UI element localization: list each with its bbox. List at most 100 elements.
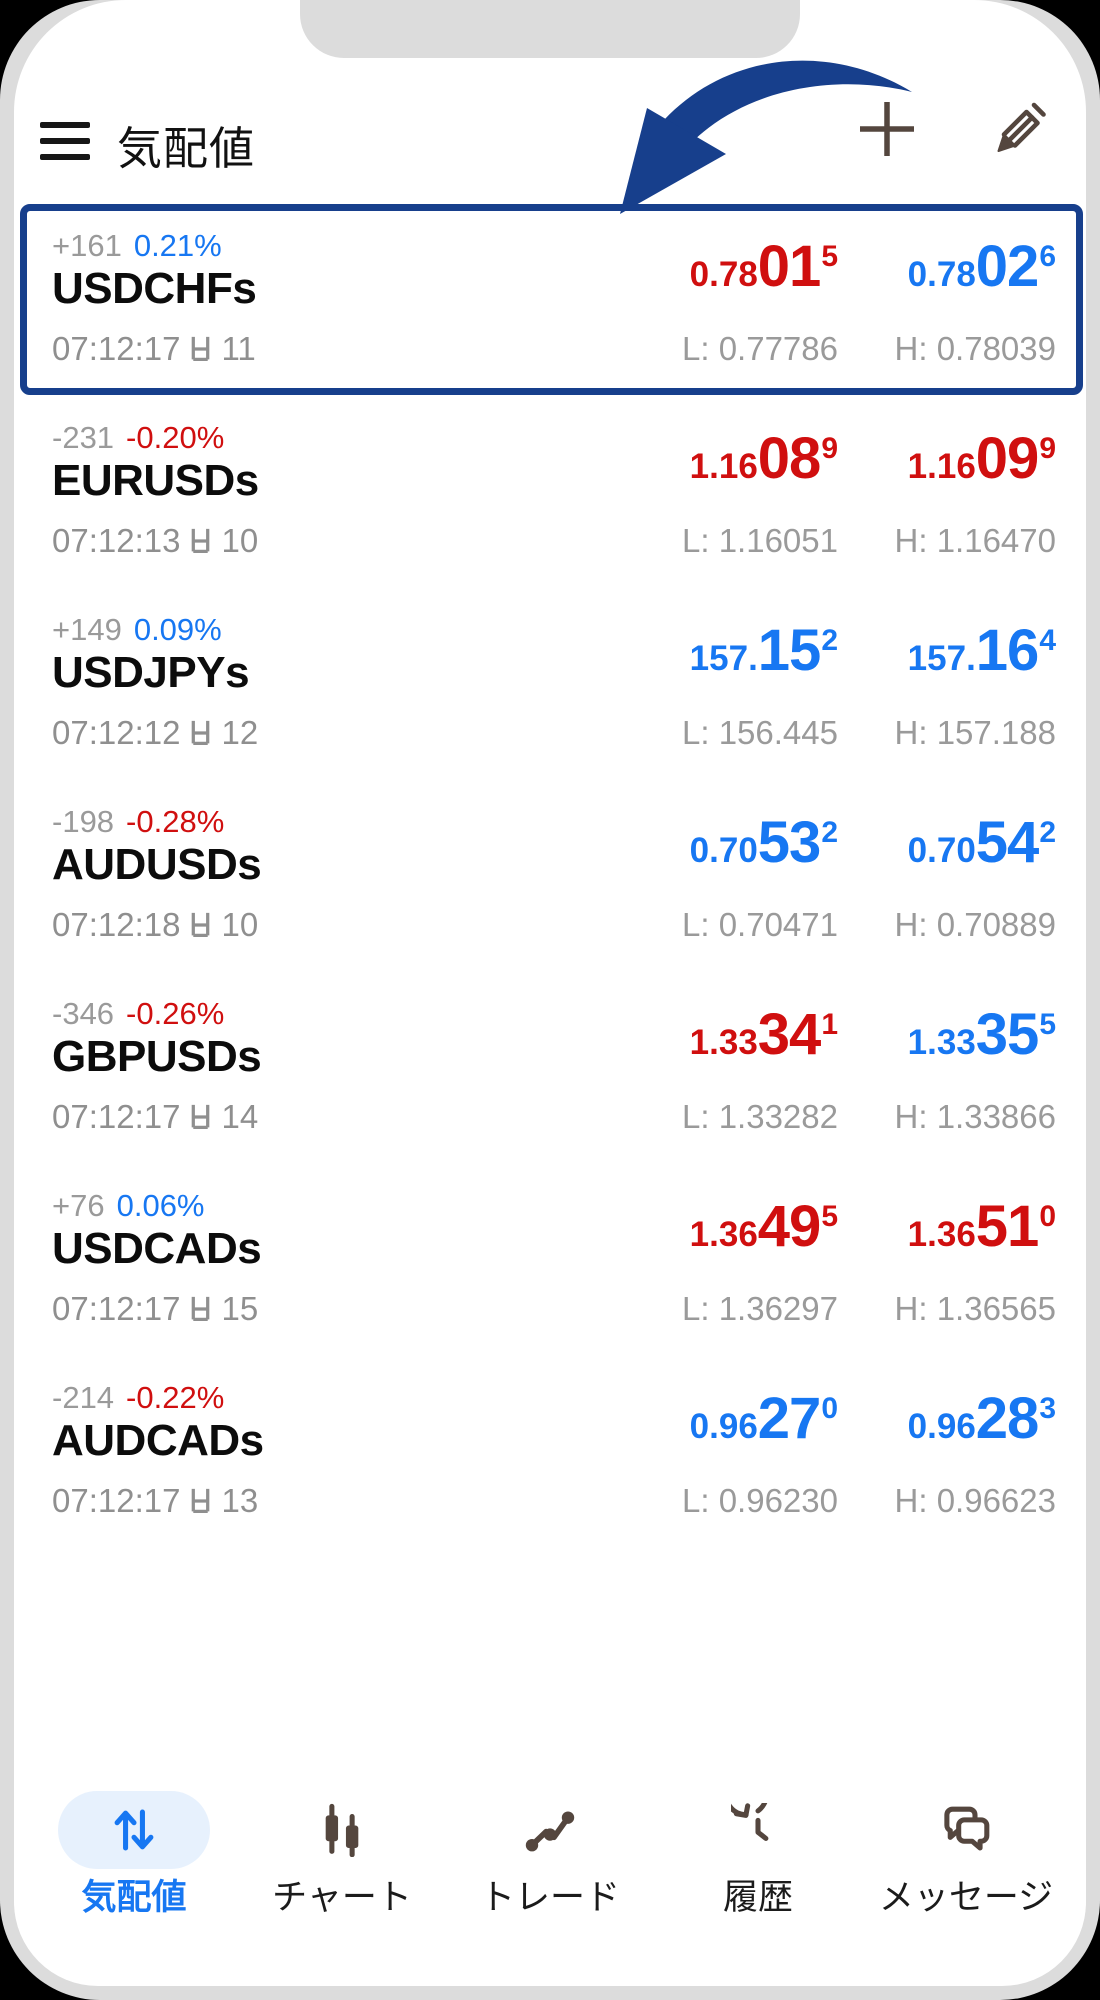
ask-main-digits: 35 xyxy=(975,1002,1040,1067)
change-points: +76 xyxy=(52,1188,105,1223)
bid-price: 0.96270 xyxy=(636,1390,838,1448)
tab-messages[interactable]: メッセージ xyxy=(862,1782,1070,1932)
ask-pip-digit: 9 xyxy=(1039,432,1056,465)
ask-pip-digit: 4 xyxy=(1039,624,1056,657)
bid-pip-digit: 5 xyxy=(821,240,838,273)
menu-icon[interactable] xyxy=(40,122,90,160)
spread-value: 14 xyxy=(221,1098,259,1135)
quote-row[interactable]: +76 0.06% USDCADs 07:12:17 15 1.36495 1.3… xyxy=(14,1164,1086,1356)
quote-time: 07:12:17 xyxy=(52,1290,181,1327)
active-tab-pill xyxy=(58,1791,210,1869)
quote-row[interactable]: -198 -0.28% AUDUSDs 07:12:18 10 0.70532 0… xyxy=(14,780,1086,972)
tab-quotes[interactable]: 気配値 xyxy=(30,1782,238,1932)
ask-price: 0.70542 xyxy=(854,814,1056,872)
spread-value: 10 xyxy=(221,906,259,943)
change-points: +149 xyxy=(52,612,122,647)
bid-main-digits: 53 xyxy=(757,810,822,875)
bid-pip-digit: 2 xyxy=(821,816,838,849)
quote-row[interactable]: +149 0.09% USDJPYs 07:12:12 12 157.152 15… xyxy=(14,588,1086,780)
bid-price: 1.33341 xyxy=(636,1006,838,1064)
change-points: -346 xyxy=(52,996,115,1031)
quote-row[interactable]: -346 -0.26% GBPUSDs 07:12:17 14 1.33341 1… xyxy=(14,972,1086,1164)
spread-icon xyxy=(192,336,210,362)
symbol-name: USDCHFs xyxy=(52,264,257,313)
tab-history[interactable]: 履歴 xyxy=(654,1782,862,1932)
ask-main-digits: 16 xyxy=(975,618,1040,683)
change-line: -231 -0.20% xyxy=(52,422,224,453)
change-percent: 0.21% xyxy=(133,228,222,263)
edit-icon[interactable] xyxy=(988,98,1050,160)
trade-icon xyxy=(525,1811,575,1852)
high-value: H: 0.96623 xyxy=(894,1482,1056,1519)
history-icon xyxy=(731,1803,769,1841)
change-line: -346 -0.26% xyxy=(52,998,224,1029)
low-high-line: L: 1.36297 H: 1.36565 xyxy=(636,1292,1056,1325)
price-line: 0.70532 0.70542 xyxy=(636,814,1056,872)
spread-icon xyxy=(192,1488,210,1514)
low-high-line: L: 0.96230 H: 0.96623 xyxy=(636,1484,1056,1517)
tab-charts[interactable]: チャート xyxy=(238,1782,446,1932)
time-spread-line: 07:12:17 14 xyxy=(52,1100,258,1133)
spread-value: 12 xyxy=(221,714,259,751)
price-line: 0.78015 0.78026 xyxy=(636,238,1056,296)
time-spread-line: 07:12:13 10 xyxy=(52,524,258,557)
time-spread-line: 07:12:17 13 xyxy=(52,1484,258,1517)
tab-trade[interactable]: トレード xyxy=(446,1782,654,1932)
bid-price: 157.152 xyxy=(636,622,838,680)
ask-main-digits: 54 xyxy=(975,810,1040,875)
bid-prefix: 0.70 xyxy=(689,831,758,870)
spread-value: 11 xyxy=(221,330,256,367)
ask-pip-digit: 2 xyxy=(1039,816,1056,849)
ask-price: 1.16099 xyxy=(854,430,1056,488)
price-line: 0.96270 0.96283 xyxy=(636,1390,1056,1448)
ask-price: 157.164 xyxy=(854,622,1056,680)
bid-main-digits: 01 xyxy=(757,234,822,299)
spread-value: 15 xyxy=(221,1290,259,1327)
spread-icon xyxy=(192,912,210,938)
price-line: 157.152 157.164 xyxy=(636,622,1056,680)
ask-prefix: 0.96 xyxy=(907,1407,976,1446)
camera-notch xyxy=(300,0,800,58)
low-value: L: 1.16051 xyxy=(682,522,838,559)
tab-label: 気配値 xyxy=(81,1878,187,1917)
bid-pip-digit: 0 xyxy=(821,1392,838,1425)
charts-icon xyxy=(325,1803,359,1857)
change-percent: 0.09% xyxy=(133,612,222,647)
change-percent: -0.22% xyxy=(126,1380,225,1415)
bid-prefix: 1.16 xyxy=(689,447,758,486)
quote-row[interactable]: +161 0.21% USDCHFs 07:12:17 11 0.78015 0.… xyxy=(14,204,1086,396)
bid-prefix: 0.78 xyxy=(689,255,758,294)
change-points: -198 xyxy=(52,804,115,839)
change-percent: -0.28% xyxy=(126,804,225,839)
quote-time: 07:12:17 xyxy=(52,330,181,367)
quote-row[interactable]: -231 -0.20% EURUSDs 07:12:13 10 1.16089 1… xyxy=(14,396,1086,588)
bid-price: 0.70532 xyxy=(636,814,838,872)
page-title: 気配値 xyxy=(117,123,256,174)
low-value: L: 1.33282 xyxy=(682,1098,838,1135)
tab-label: メッセージ xyxy=(878,1878,1054,1917)
high-value: H: 0.78039 xyxy=(894,330,1056,367)
change-line: -198 -0.28% xyxy=(52,806,224,837)
low-value: L: 156.445 xyxy=(682,714,838,751)
quote-time: 07:12:12 xyxy=(52,714,181,751)
ask-pip-digit: 3 xyxy=(1039,1392,1056,1425)
high-value: H: 1.36565 xyxy=(894,1290,1056,1327)
high-value: H: 0.70889 xyxy=(894,906,1056,943)
ask-price: 1.36510 xyxy=(854,1198,1056,1256)
change-percent: -0.20% xyxy=(126,420,225,455)
add-symbol-icon[interactable] xyxy=(856,98,918,160)
quote-row[interactable]: -214 -0.22% AUDCADs 07:12:17 13 0.96270 0… xyxy=(14,1356,1086,1548)
low-high-line: L: 1.33282 H: 1.33866 xyxy=(636,1100,1056,1133)
spread-icon xyxy=(192,1104,210,1130)
bid-price: 0.78015 xyxy=(636,238,838,296)
low-high-line: L: 0.77786 H: 0.78039 xyxy=(636,332,1056,365)
bid-main-digits: 34 xyxy=(757,1002,822,1067)
change-line: +149 0.09% xyxy=(52,614,222,645)
symbol-name: USDCADs xyxy=(52,1224,262,1273)
ask-price: 1.33355 xyxy=(854,1006,1056,1064)
time-spread-line: 07:12:18 10 xyxy=(52,908,258,941)
ask-prefix: 1.33 xyxy=(907,1023,976,1062)
bid-pip-digit: 9 xyxy=(821,432,838,465)
app-screen: 気配値 +161 0.21% USDCHFs 07:12:17 11 xyxy=(14,0,1086,1986)
bid-main-digits: 08 xyxy=(757,426,822,491)
